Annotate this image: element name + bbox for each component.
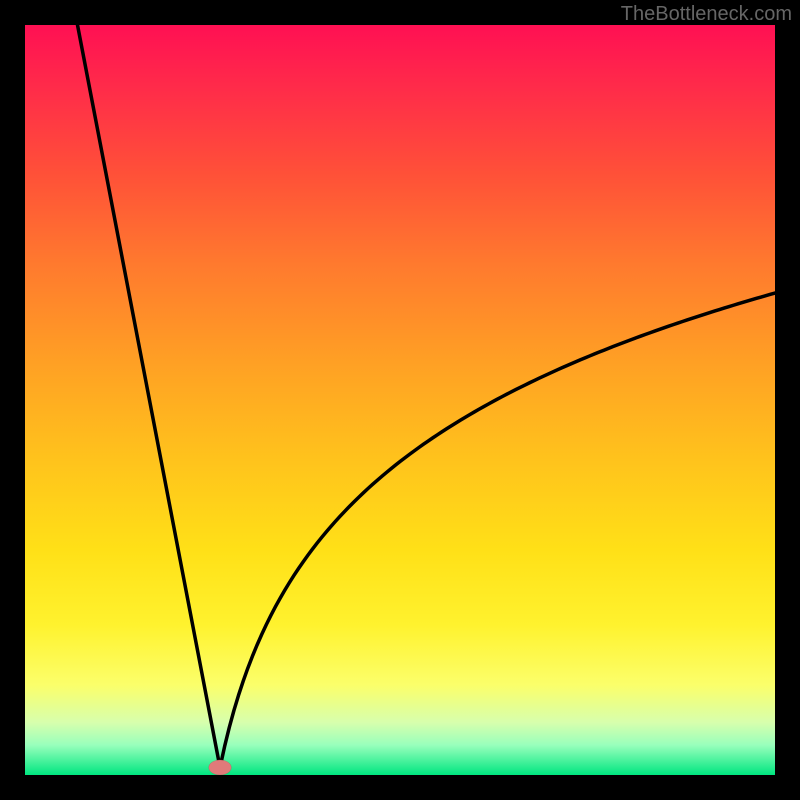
plot-area — [25, 25, 775, 775]
bottleneck-curve — [78, 25, 776, 768]
minimum-marker — [209, 760, 232, 775]
curve-layer — [25, 25, 775, 775]
watermark-label: TheBottleneck.com — [621, 3, 792, 26]
